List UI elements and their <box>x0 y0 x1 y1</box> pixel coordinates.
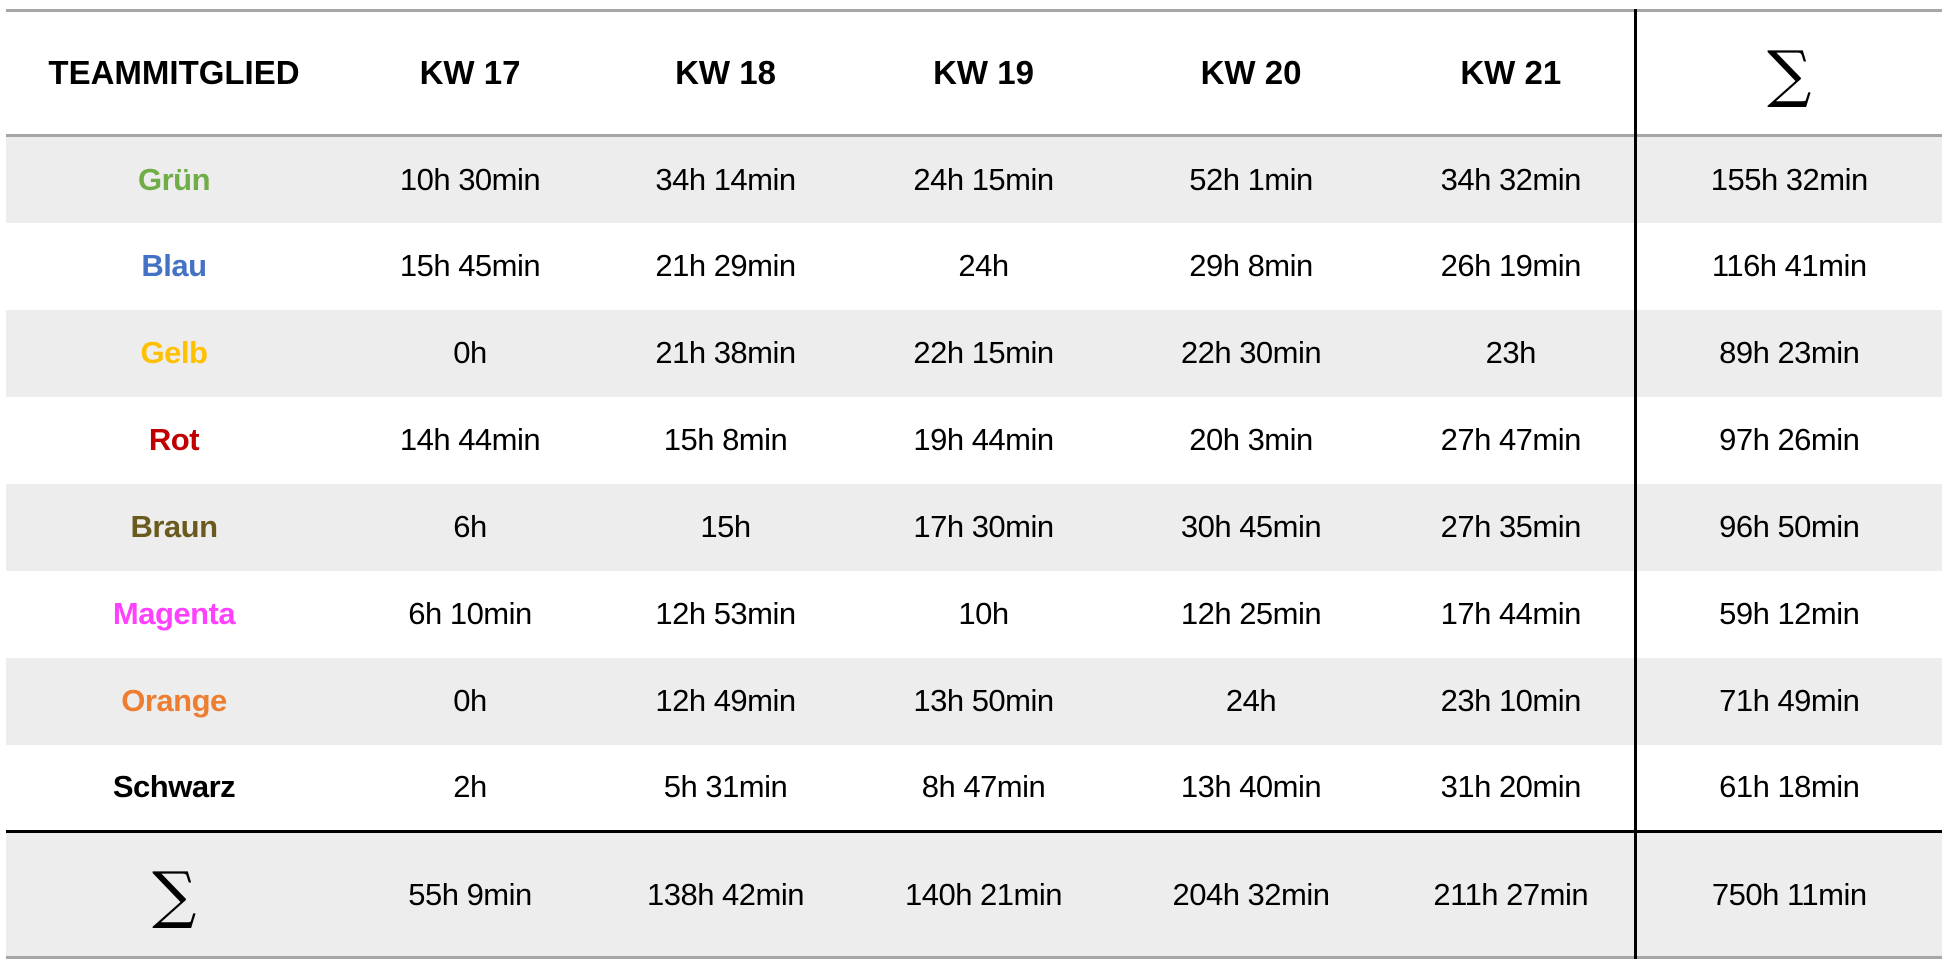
header-member: TEAMMITGLIED <box>48 54 300 91</box>
week-hours-cell: 23h 10min <box>1440 683 1582 718</box>
week-hours-cell: 15h 45min <box>399 248 541 283</box>
member-total-cell: 71h 49min <box>1633 657 1942 745</box>
week-hours-cell: 21h 38min <box>655 335 796 370</box>
week-hours-cell: 17h 44min <box>1440 596 1582 631</box>
week-hours-cell: 34h 32min <box>1440 161 1582 197</box>
header-week: KW 21 <box>1460 54 1562 91</box>
member-name: Orange <box>121 683 227 718</box>
week-hours-cell: 20h 3min <box>1189 422 1313 457</box>
header-week: KW 19 <box>933 54 1034 91</box>
member-total-cell: 61h 18min <box>1633 744 1942 832</box>
week-hours-cell: 0h <box>453 683 487 718</box>
member-row: Rot 14h 44min 15h 8min 19h 44min 20h 3min 27h… <box>6 396 1942 484</box>
week-hours-cell: 13h 40min <box>1180 769 1322 805</box>
week-hours-cell: 6h 10min <box>408 596 532 631</box>
week-hours-cell: 30h 45min <box>1180 509 1322 544</box>
total-sum-icon: ∑ <box>152 858 196 931</box>
week-hours-cell: 8h 47min <box>921 769 1046 805</box>
week-hours-cell: 22h 15min <box>913 335 1054 370</box>
week-hours-cell: 27h 35min <box>1440 509 1582 544</box>
member-row: Braun 6h 15h 17h 30min 30h 45min 27h 35min 96h… <box>6 483 1942 571</box>
week-hours-cell: 14h 44min <box>399 422 541 457</box>
member-row: Orange 0h 12h 49min 13h 50min 24h 23h 10min 71… <box>6 657 1942 745</box>
week-hours-cell: 6h <box>453 509 487 544</box>
week-hours-cell: 12h 25min <box>1180 596 1322 631</box>
member-name: Magenta <box>112 596 236 631</box>
week-hours-cell: 17h 30min <box>913 509 1054 544</box>
header-week: KW 17 <box>419 54 521 91</box>
week-hours-cell: 15h 8min <box>663 422 788 457</box>
time-tracking-table: TEAMMITGLIED KW 17 KW 18 KW 19 KW 20 KW … <box>6 9 1942 959</box>
member-name: Braun <box>130 509 218 544</box>
total-row: ∑ 55h 9min 138h 42min 140h 21min 204h 32… <box>6 831 1942 958</box>
total-cell: 138h 42min <box>646 876 805 912</box>
week-hours-cell: 23h <box>1485 335 1537 370</box>
member-name: Rot <box>148 422 200 457</box>
week-hours-cell: 24h <box>1225 683 1277 718</box>
member-row: Schwarz 2h 5h 31min 8h 47min 13h 40min 31h 20… <box>6 744 1942 832</box>
member-row: Magenta 6h 10min 12h 53min 10h 12h 25min 17h … <box>6 570 1942 658</box>
week-hours-cell: 29h 8min <box>1189 248 1313 283</box>
week-hours-cell: 22h 30min <box>1180 335 1322 370</box>
week-hours-cell: 26h 19min <box>1440 248 1582 283</box>
member-name: Grün <box>137 161 211 197</box>
week-hours-cell: 52h 1min <box>1189 161 1313 197</box>
week-hours-cell: 10h <box>958 596 1009 631</box>
week-hours-cell: 34h 14min <box>655 161 796 197</box>
week-hours-cell: 15h <box>700 509 751 544</box>
member-total-cell: 89h 23min <box>1633 309 1942 397</box>
week-hours-cell: 0h <box>453 335 487 370</box>
week-hours-cell: 12h 49min <box>655 683 796 718</box>
member-total-cell: 116h 41min <box>1633 222 1942 310</box>
total-cell: 55h 9min <box>408 876 532 912</box>
header-sum-icon: ∑ <box>1633 10 1942 136</box>
member-total-cell: 59h 12min <box>1633 570 1942 658</box>
week-hours-cell: 31h 20min <box>1440 769 1582 805</box>
header-week: KW 18 <box>675 54 776 91</box>
week-hours-cell: 24h 15min <box>913 161 1054 197</box>
header-row: TEAMMITGLIED KW 17 KW 18 KW 19 KW 20 KW … <box>6 10 1942 136</box>
week-hours-cell: 21h 29min <box>655 248 796 283</box>
member-name: Gelb <box>140 335 208 370</box>
total-cell: 204h 32min <box>1172 876 1330 912</box>
week-hours-cell: 24h <box>958 248 1009 283</box>
member-total-cell: 96h 50min <box>1633 483 1942 571</box>
total-cell: 140h 21min <box>904 876 1063 912</box>
week-hours-cell: 13h 50min <box>913 683 1054 718</box>
member-row: Gelb 0h 21h 38min 22h 15min 22h 30min 23h 89h … <box>6 309 1942 397</box>
member-name: Blau <box>141 248 207 283</box>
week-hours-cell: 10h 30min <box>399 161 541 197</box>
total-cell: 211h 27min <box>1433 876 1589 912</box>
member-total-cell: 97h 26min <box>1633 396 1942 484</box>
grand-total-cell: 750h 11min <box>1633 831 1942 958</box>
header-week: KW 20 <box>1200 54 1302 91</box>
week-hours-cell: 27h 47min <box>1440 422 1582 457</box>
member-row: Grün 10h 30min 34h 14min 24h 15min 52h 1min 3… <box>6 135 1942 223</box>
week-hours-cell: 12h 53min <box>655 596 796 631</box>
member-row: Blau 15h 45min 21h 29min 24h 29h 8min 26h 19m… <box>6 222 1942 310</box>
member-name: Schwarz <box>112 769 236 805</box>
week-hours-cell: 2h <box>453 769 487 805</box>
week-hours-cell: 19h 44min <box>913 422 1054 457</box>
member-total-cell: 155h 32min <box>1633 135 1942 223</box>
week-hours-cell: 5h 31min <box>663 769 788 805</box>
